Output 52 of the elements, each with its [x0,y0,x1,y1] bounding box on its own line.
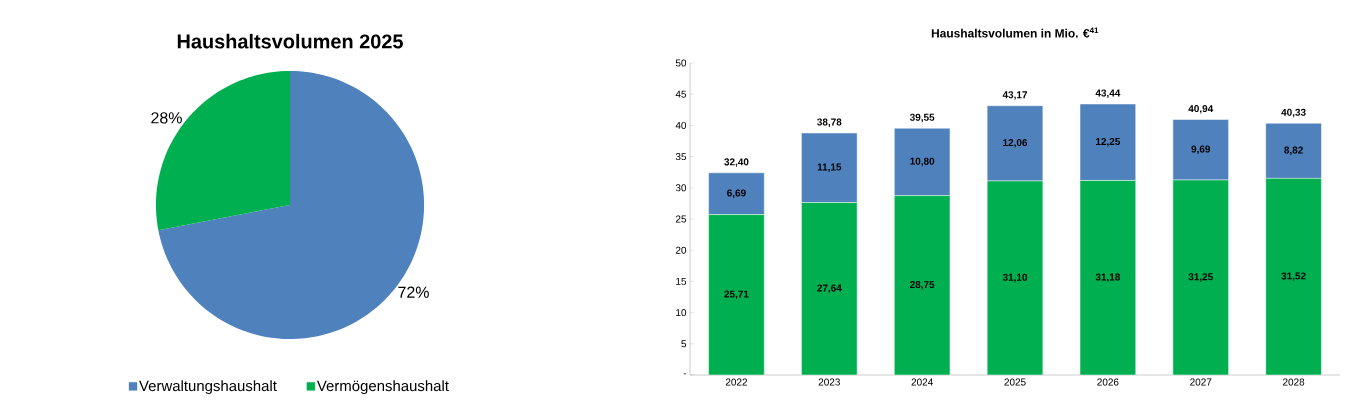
data-label: 31,10 [1002,273,1028,283]
data-label: 28,75 [910,281,935,290]
data-label: 11,15 [817,163,842,172]
y-tick-label: 10 [676,309,687,317]
bar [801,202,858,375]
legend-label: Vermögenshaushalt [316,380,449,395]
y-tick-label: 30 [675,184,687,192]
x-tick-label: 2022 [725,378,748,386]
chart-title: Haushaltsvolumen 2025 [177,33,403,49]
total-label: 40,94 [1188,105,1214,114]
data-label: 8,82 [1284,146,1303,156]
y-tick-label: 20 [675,246,687,254]
total-label: 38,78 [817,118,842,127]
total-label: 32,40 [724,158,749,167]
chart-title: Haushaltsvolumen in Mio. €$^{41}$ [931,27,1099,38]
data-label: 28% [151,112,182,124]
total-label: 43,44 [1095,89,1121,99]
data-label: 31,52 [1281,272,1306,281]
data-label: 27,64 [817,284,842,294]
total-label: 39,55 [909,113,935,123]
y-tick-label: 40 [675,121,687,129]
bar [1172,179,1229,375]
x-tick-label: 2023 [818,378,840,386]
y-tick-label: 5 [681,340,687,348]
data-label: 12,06 [1003,139,1028,148]
data-label: 72% [398,286,429,298]
x-tick-label: 2025 [1004,378,1026,386]
bar [894,195,951,375]
data-label: 9,69 [1191,145,1211,155]
x-tick-label: 2024 [911,378,933,386]
y-tick-label: 25 [675,215,687,223]
y-tick-label: 50 [675,59,687,67]
total-label: 43,17 [1002,91,1028,100]
x-tick-label: 2026 [1097,378,1119,386]
legend-label: Verwaltungshaushalt [139,380,277,395]
x-tick-label: 2028 [1283,378,1305,386]
data-label: 25,71 [724,290,749,300]
data-label: 10,80 [910,157,935,167]
data-label: 31,25 [1188,273,1213,282]
bar [986,180,1044,375]
y-tick-label: 15 [676,277,687,285]
data-label: 12,25 [1096,137,1121,147]
data-label: 6,69 [727,189,746,198]
y-tick-label: - [683,373,687,375]
bar [1265,178,1322,375]
y-tick-label: 35 [675,153,687,161]
total-label: 40,33 [1281,108,1306,118]
y-tick-label: 45 [675,90,687,98]
bar [708,214,765,375]
x-tick-label: 2027 [1190,378,1212,386]
bar [1079,180,1136,375]
data-label: 31,18 [1095,273,1121,282]
